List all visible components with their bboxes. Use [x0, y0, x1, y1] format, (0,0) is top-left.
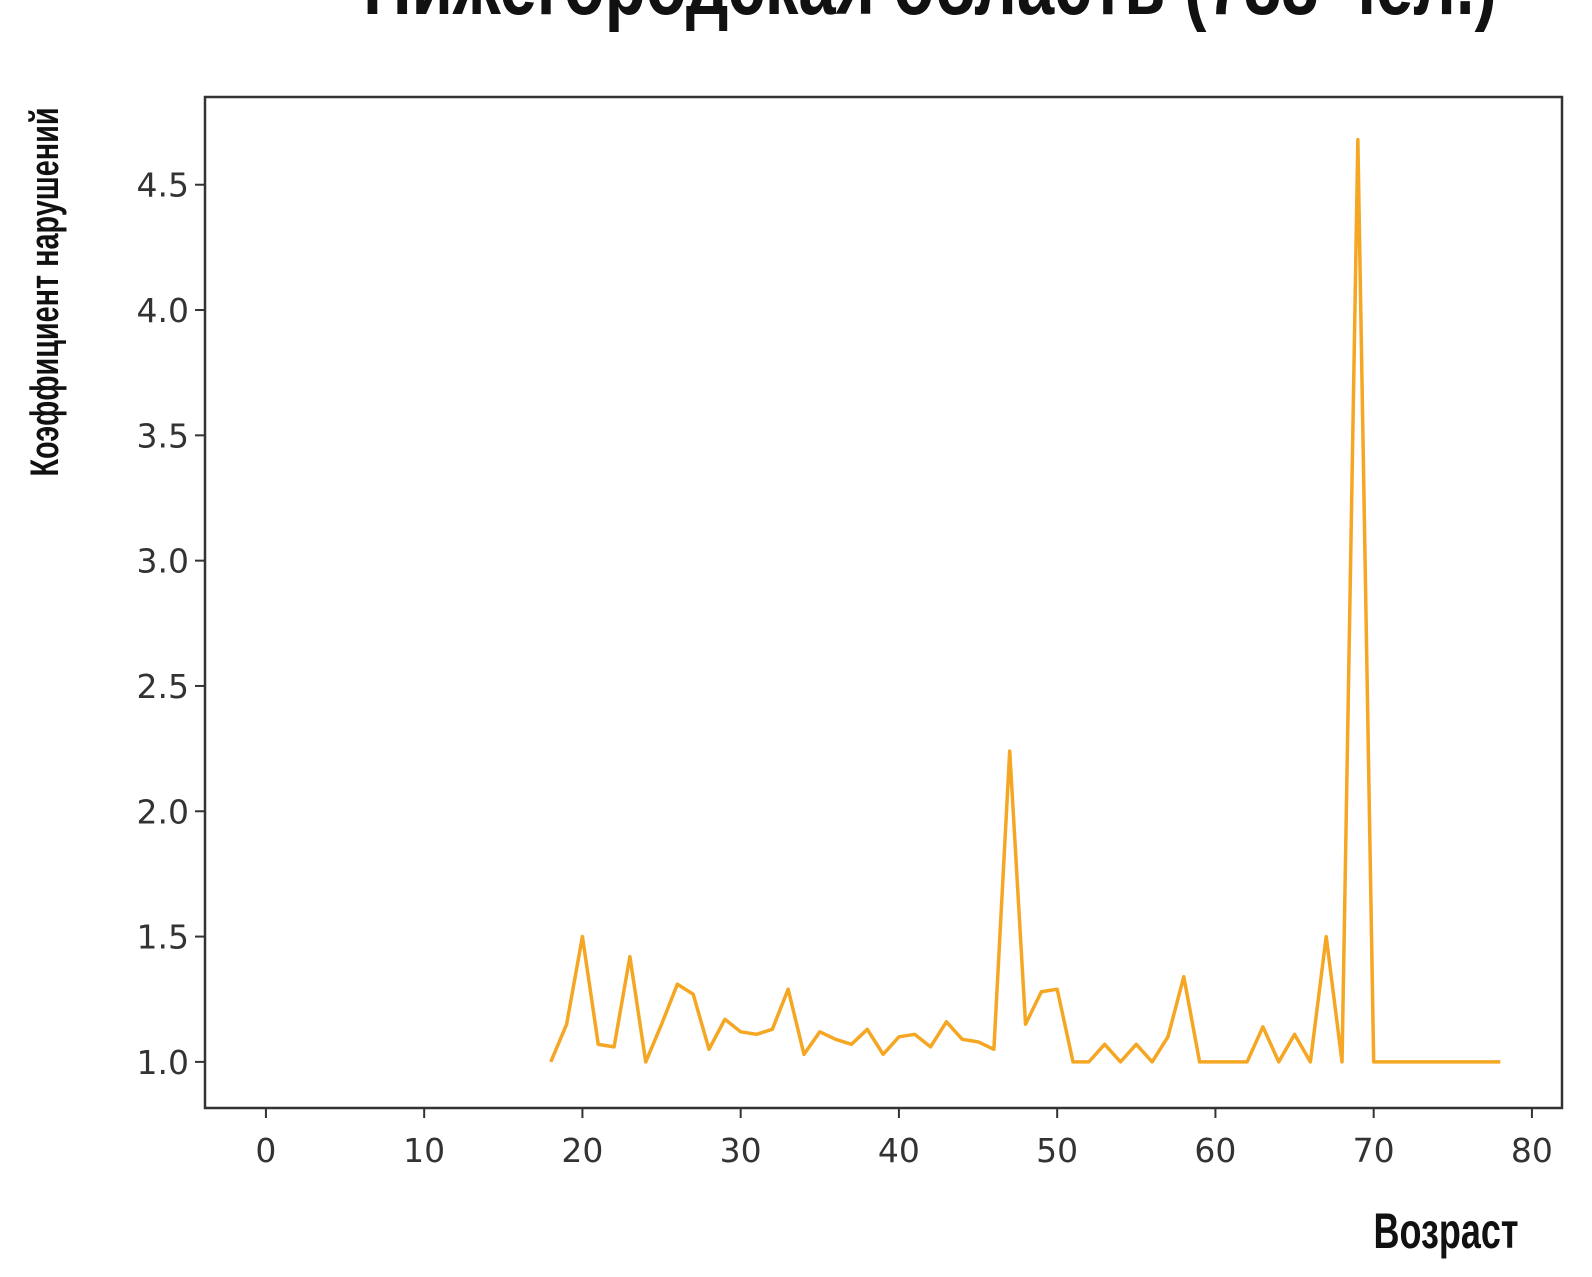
y-axis-label: Коэффициент нарушений	[22, 107, 67, 476]
x-tick-label: 20	[561, 1131, 603, 1170]
x-tick-label: 70	[1353, 1131, 1395, 1170]
plot-frame	[203, 95, 1564, 1110]
y-tick-label: 4.5	[137, 166, 189, 205]
x-tick-label: 60	[1194, 1131, 1236, 1170]
y-tick-label: 2.0	[137, 792, 189, 831]
x-tick-label: 50	[1036, 1131, 1078, 1170]
data-line	[549, 137, 1501, 1064]
x-tick-label: 0	[255, 1131, 276, 1170]
y-tick-label: 1.5	[137, 918, 189, 957]
y-tick-label: 1.0	[137, 1043, 189, 1082]
x-tick-label: 10	[403, 1131, 445, 1170]
x-axis-label: Возраст	[1373, 1204, 1518, 1259]
y-tick-label: 3.0	[137, 542, 189, 581]
y-tick-label: 2.5	[137, 667, 189, 706]
chart-title: Нижегородская область (788 чел.)	[363, 0, 1497, 33]
x-tick-label: 80	[1511, 1131, 1553, 1170]
x-tick-label: 30	[720, 1131, 762, 1170]
y-tick-label: 3.5	[137, 416, 189, 455]
x-tick-label: 40	[878, 1131, 920, 1170]
y-tick-label: 4.0	[137, 291, 189, 330]
